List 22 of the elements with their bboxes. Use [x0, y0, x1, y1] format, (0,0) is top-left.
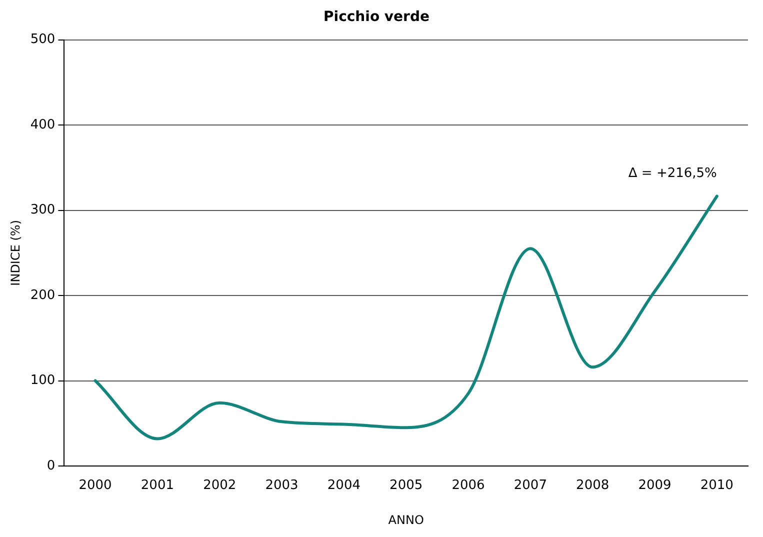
x-axis-title: ANNO [388, 512, 424, 527]
x-tick-label: 2008 [576, 478, 610, 494]
y-tick-label: 100 [30, 373, 56, 388]
annotation: Δ = +216,5% [628, 166, 717, 182]
y-tick-label: 500 [30, 32, 56, 48]
x-tick-label: 2003 [265, 478, 298, 494]
x-tick-label: 2009 [638, 478, 672, 494]
y-tick-label: 300 [30, 202, 56, 218]
x-tick-label: 2010 [700, 478, 734, 494]
x-tick-label: 2001 [140, 478, 174, 494]
x-tick-label: 2004 [327, 478, 360, 494]
y-tick-label: 200 [30, 288, 56, 303]
x-tick-label: 2005 [390, 478, 423, 494]
chart-title: Picchio verde [324, 9, 430, 26]
line-series [94, 194, 718, 440]
x-tick-label: 2007 [514, 478, 547, 494]
y-axis-title: INDICE (%) [8, 220, 22, 286]
y-tick-label: 0 [46, 458, 56, 474]
x-tick-label: 2000 [78, 478, 112, 494]
x-tick-label: 2002 [203, 478, 236, 494]
x-tick-label: 2006 [452, 478, 485, 494]
y-tick-label: 400 [30, 117, 56, 132]
